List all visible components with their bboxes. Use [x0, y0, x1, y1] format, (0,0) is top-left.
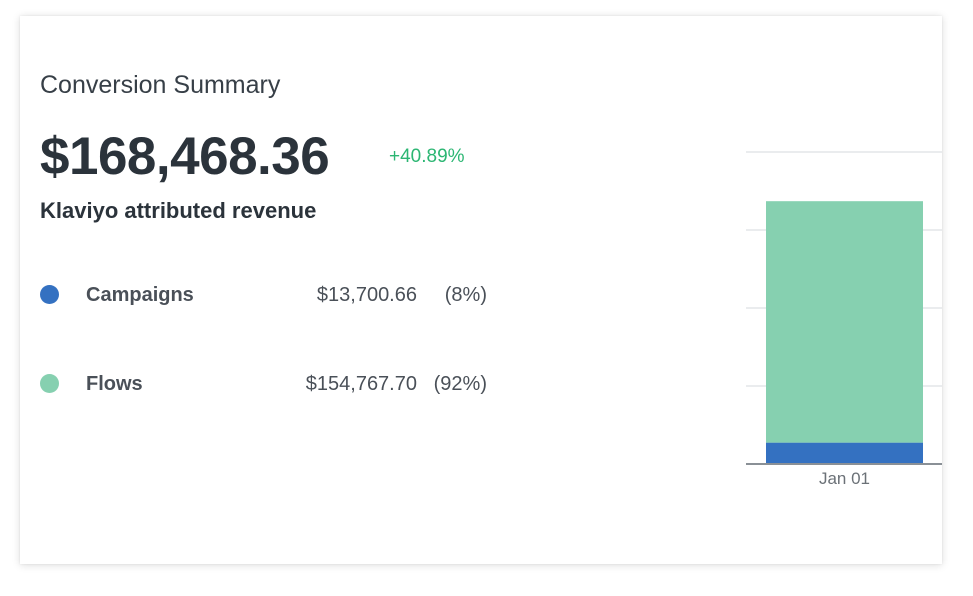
campaigns-percent: (8%) — [444, 284, 487, 306]
conversion-summary-card: Conversion Summary $168,468.36 +40.89% K… — [20, 16, 942, 564]
campaigns-legend-dot — [40, 285, 59, 304]
revenue-change: +40.89% — [389, 146, 465, 167]
breakdown-row-flows: Flows $154,767.70 (92%) — [20, 369, 500, 399]
card-title: Conversion Summary — [40, 71, 281, 99]
x-tick-label: Jan 01 — [819, 469, 870, 488]
revenue-bar-chart: Jan 01 — [746, 151, 942, 488]
bar-campaigns[interactable] — [766, 442, 923, 464]
flows-value: $154,767.70 — [305, 373, 417, 395]
breakdown-row-campaigns: Campaigns $13,700.66 (8%) — [20, 280, 500, 310]
flows-percent: (92%) — [433, 373, 487, 395]
flows-legend-dot — [40, 374, 59, 393]
campaigns-value: $13,700.66 — [316, 284, 417, 306]
flows-label: Flows — [86, 373, 143, 395]
campaigns-label: Campaigns — [86, 284, 194, 306]
bar-flows[interactable] — [766, 201, 923, 443]
total-revenue: $168,468.36 — [40, 127, 330, 186]
revenue-subtitle: Klaviyo attributed revenue — [40, 198, 317, 223]
